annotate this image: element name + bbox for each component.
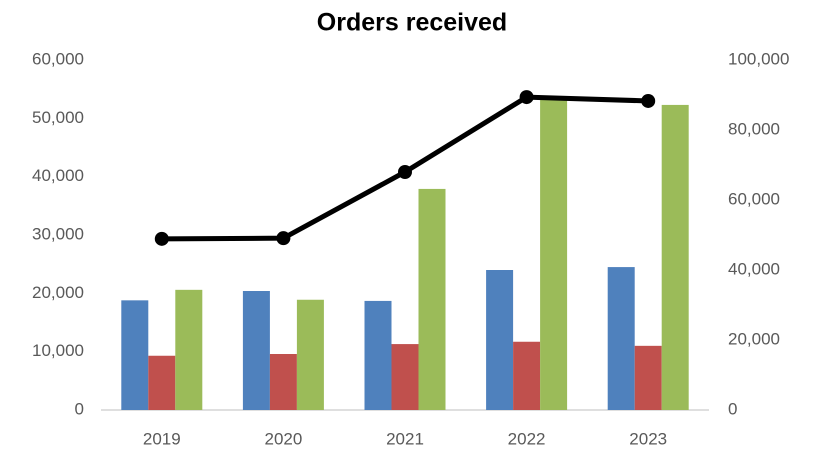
bar — [296, 299, 324, 410]
bar — [121, 300, 149, 410]
bar — [513, 341, 541, 410]
bar — [148, 355, 176, 410]
y-tick-label: 10,000 — [32, 341, 84, 360]
bar — [607, 267, 635, 410]
y-tick-label: 0 — [75, 399, 84, 418]
bar — [364, 300, 392, 410]
bar — [391, 344, 419, 410]
bar — [540, 96, 568, 410]
y-tick-label: 20,000 — [32, 283, 84, 302]
chart-title: Orders received — [317, 9, 507, 37]
y2-tick-label: 40,000 — [728, 259, 780, 278]
bar — [634, 345, 662, 410]
x-tick-label: 2019 — [143, 429, 181, 448]
line-marker — [519, 90, 534, 105]
bar — [418, 188, 446, 410]
line-marker — [154, 231, 169, 246]
line-marker — [276, 231, 291, 246]
line-marker — [398, 165, 412, 179]
y2-tick-label: 0 — [728, 399, 737, 418]
y-tick-label: 40,000 — [32, 166, 84, 185]
bar — [175, 289, 203, 410]
y2-tick-label: 60,000 — [728, 189, 780, 208]
bar — [661, 104, 689, 411]
y-tick-label: 50,000 — [32, 108, 84, 127]
bar — [486, 270, 514, 410]
y2-tick-label: 80,000 — [728, 119, 780, 138]
x-tick-label: 2020 — [264, 429, 302, 448]
bar — [269, 354, 297, 410]
y2-tick-label: 20,000 — [728, 329, 780, 348]
bar — [242, 291, 270, 410]
y-tick-label: 60,000 — [32, 49, 84, 68]
x-tick-label: 2022 — [508, 429, 546, 448]
line-marker — [641, 93, 656, 108]
y2-tick-label: 100,000 — [728, 49, 789, 68]
x-tick-label: 2023 — [629, 429, 667, 448]
y-tick-label: 30,000 — [32, 224, 84, 243]
x-tick-label: 2021 — [386, 429, 424, 448]
